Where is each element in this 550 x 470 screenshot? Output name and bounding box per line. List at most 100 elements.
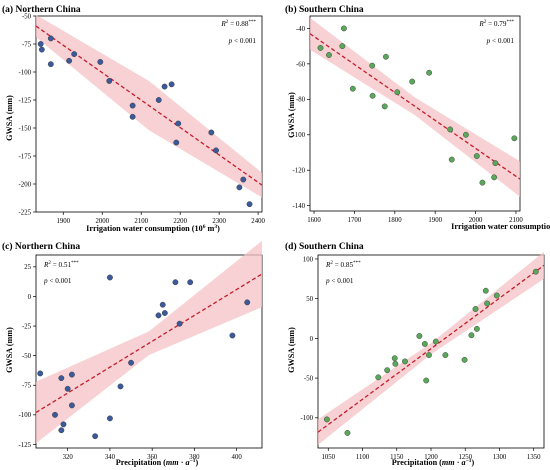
panel-a: (a) Northern China GWSA (mm) Irrigation … <box>2 4 266 233</box>
y-tick-label: -225 <box>19 209 32 216</box>
data-point <box>432 338 439 345</box>
panel-b-marks <box>309 17 521 197</box>
data-point <box>375 374 382 381</box>
data-point <box>482 287 489 294</box>
data-point <box>532 268 539 275</box>
confidence-band <box>36 240 262 444</box>
panel-c-ylabel: GWSA (mm) <box>5 327 14 373</box>
x-tick-label: 1150 <box>390 454 404 461</box>
x-tick-label: 400 <box>232 454 243 461</box>
data-point <box>462 131 469 138</box>
data-point <box>187 279 194 286</box>
data-point <box>71 51 78 57</box>
data-point <box>66 57 73 64</box>
data-point <box>208 129 215 136</box>
data-point <box>60 421 67 428</box>
y-tick-label: -25 <box>22 323 32 330</box>
data-point <box>107 415 113 422</box>
panel-a-pvalue: p < 0.001 <box>228 37 257 45</box>
data-point <box>240 176 247 183</box>
data-point <box>391 355 398 362</box>
regression-line <box>35 25 263 186</box>
x-tick-label: 1700 <box>348 217 362 224</box>
data-point <box>213 147 219 154</box>
data-point <box>117 383 124 390</box>
panel-d-xlabel: Precipitation (mm · a−1) <box>392 458 475 467</box>
data-point <box>47 61 54 68</box>
data-point <box>409 78 416 85</box>
panel-c-xlabel: Precipitation (mm · a−1) <box>116 458 199 467</box>
data-point <box>37 41 44 47</box>
y-tick-label: 0 <box>310 336 314 343</box>
panel-a-marks <box>35 14 263 208</box>
data-point <box>421 341 428 347</box>
data-point <box>173 139 180 146</box>
y-tick-label: -50 <box>22 13 32 20</box>
panel-a-ylabel: GWSA (mm) <box>5 95 14 141</box>
y-tick-label: -100 <box>293 132 306 139</box>
y-tick-label: 100 <box>303 256 314 263</box>
data-point <box>416 333 423 339</box>
y-tick-label: -125 <box>19 442 32 449</box>
panel-a-xlabel: Irrigation water consumption (106 m3) <box>86 224 220 233</box>
panel-d-ylabel: GWSA (mm) <box>287 327 296 373</box>
data-point <box>468 332 475 339</box>
data-point <box>448 156 455 163</box>
panel-c-ticks: 320 340 360 380 400 -125 -100 -75 -50 -25 0 25 <box>19 264 243 461</box>
data-point <box>129 102 136 109</box>
y-tick-label: 0 <box>28 294 32 301</box>
panel-b: (b) Southern China GWSA (mm) Irrigation … <box>285 4 550 231</box>
panel-c-marks <box>35 240 263 444</box>
data-point <box>128 359 134 366</box>
x-tick-label: 2200 <box>173 218 187 225</box>
x-tick-label: 320 <box>63 454 74 461</box>
x-tick-label: 1050 <box>321 454 335 461</box>
data-point <box>473 325 480 332</box>
x-tick-label: 360 <box>147 454 158 461</box>
data-point <box>324 416 330 423</box>
data-point <box>97 59 104 65</box>
data-point <box>484 300 491 307</box>
x-tick-label: 1900 <box>428 217 442 224</box>
data-point <box>92 433 99 440</box>
data-point <box>107 274 113 281</box>
data-point <box>392 360 399 367</box>
panel-b-frame <box>309 15 521 212</box>
y-tick-label: -50 <box>304 376 314 383</box>
regression-line <box>35 273 263 414</box>
x-tick-label: 1200 <box>424 454 438 461</box>
data-point <box>52 411 58 418</box>
data-point <box>511 135 518 142</box>
data-point <box>384 367 391 374</box>
y-tick-label: -80 <box>296 97 306 104</box>
y-tick-label: -200 <box>19 181 32 188</box>
data-point <box>37 370 44 377</box>
data-point <box>106 78 113 84</box>
data-point <box>461 356 468 363</box>
x-tick-label: 380 <box>189 454 200 461</box>
data-point <box>168 81 175 88</box>
data-point <box>369 62 376 69</box>
data-point <box>326 52 332 58</box>
data-point <box>341 25 347 32</box>
panel-b-ylabel: GWSA (mm) <box>287 92 296 138</box>
data-point <box>244 299 251 306</box>
y-tick-label: -100 <box>19 412 32 419</box>
x-tick-label: 1100 <box>356 454 370 461</box>
panel-d-marks <box>317 251 545 445</box>
data-point <box>381 103 388 110</box>
panel-c-r2: R2 = 0.51*** <box>43 261 79 269</box>
panel-c: (c) Northern China GWSA (mm) Precipitati… <box>2 240 263 467</box>
data-point <box>344 430 351 436</box>
x-tick-label: 2000 <box>95 218 109 225</box>
data-point <box>317 45 324 51</box>
data-point <box>129 113 136 120</box>
panel-c-frame <box>35 254 263 449</box>
panel-d-title: (d) Southern China <box>285 241 364 252</box>
panel-b-xlabel: Irrigation water consumption (106 m3) <box>451 222 550 231</box>
panel-a-frame <box>35 15 263 213</box>
data-point <box>394 89 401 96</box>
panel-d-ticks: 1050 1100 1150 1200 1250 1300 1350 -100 -50 0 50 10… <box>301 256 542 461</box>
data-point <box>69 371 75 378</box>
data-point <box>161 83 168 90</box>
